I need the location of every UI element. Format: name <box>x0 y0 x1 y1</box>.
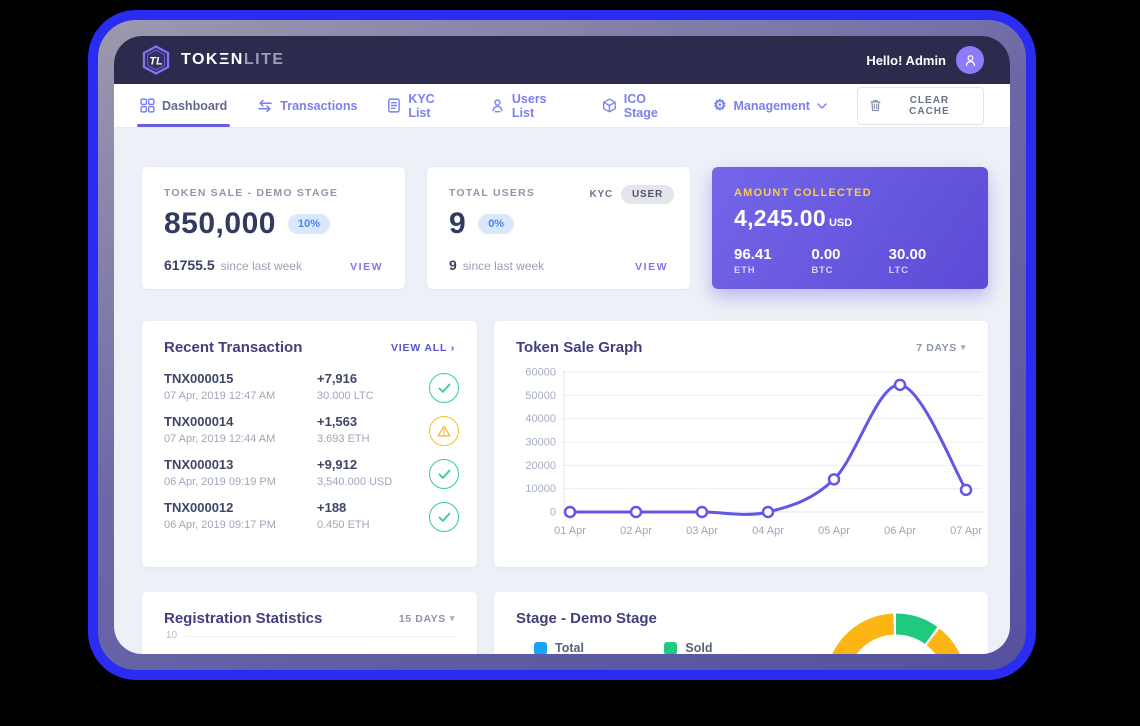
amount-collected-value: 4,245.00 <box>734 205 826 231</box>
token-sale-line-chart: 0 10000 20000 30000 40000 50000 60000 01 Apr 02 … <box>525 367 982 538</box>
token-sale-delta-caption: since last week <box>220 259 302 273</box>
token-sale-badge: 10% <box>287 214 330 234</box>
top-header: TL TOKΞNLITE Hello! Admin <box>114 36 1010 84</box>
toggle-user[interactable]: USER <box>621 185 674 204</box>
svg-text:04 Apr: 04 Apr <box>752 525 784 537</box>
amount-eth: 96.41 ETH <box>734 246 772 276</box>
amount-ltc: 30.00 LTC <box>888 246 927 276</box>
token-sale-delta: 61755.5 <box>164 257 215 273</box>
token-sale-graph-panel: Token Sale Graph 7 DAYS ▾ 0 10000 20000 3000… <box>494 321 988 567</box>
user-avatar[interactable] <box>956 46 984 74</box>
transactions-icon <box>258 99 273 112</box>
nav-tab-dashboard[interactable]: Dashboard <box>136 84 231 127</box>
dashboard-content: TOKEN SALE - DEMO STAGE 850,000 10% 6175… <box>114 128 1010 654</box>
token-sale-view-link[interactable]: VIEW <box>350 261 383 273</box>
legend-total-swatch <box>534 641 547 654</box>
status-success-icon <box>429 459 459 489</box>
toggle-kyc[interactable]: KYC <box>589 189 614 200</box>
svg-text:07 Apr: 07 Apr <box>950 525 982 537</box>
token-sale-graph-title: Token Sale Graph <box>516 339 643 356</box>
tokenlite-hexagon-logo-icon: TL <box>142 45 170 75</box>
nav-tab-transactions[interactable]: Transactions <box>257 84 357 127</box>
kyc-list-icon <box>388 98 401 113</box>
chevron-down-icon <box>817 102 827 109</box>
svg-text:03 Apr: 03 Apr <box>686 525 718 537</box>
graph-range-dropdown[interactable]: 7 DAYS ▾ <box>916 341 966 354</box>
amount-collected-label: AMOUNT COLLECTED <box>734 187 872 199</box>
main-nav: Dashboard Transactions KYC List <box>114 84 1010 128</box>
total-users-delta: 9 <box>449 257 457 273</box>
status-success-icon <box>429 373 459 403</box>
token-sale-label: TOKEN SALE - DEMO STAGE <box>164 187 339 199</box>
transaction-row[interactable]: TNX000015 07 Apr, 2019 12:47 AM +7,916 3… <box>142 360 477 403</box>
total-users-value: 9 <box>449 207 467 240</box>
token-sale-value: 850,000 <box>164 207 276 240</box>
svg-text:20000: 20000 <box>525 460 556 472</box>
total-users-card: TOTAL USERS KYC USER 9 0% 9 since last w… <box>427 167 690 289</box>
users-kyc-toggle: KYC USER <box>589 185 674 204</box>
svg-text:30000: 30000 <box>525 437 556 449</box>
legend-sold: Sold 77,721 * <box>664 641 730 654</box>
clear-cache-button[interactable]: CLEAR CACHE <box>856 86 984 125</box>
token-sale-card: TOKEN SALE - DEMO STAGE 850,000 10% 6175… <box>142 167 405 289</box>
greeting-text: Hello! Admin <box>866 52 946 68</box>
view-all-link[interactable]: VIEW ALL › <box>391 341 455 354</box>
svg-text:10000: 10000 <box>525 483 556 495</box>
svg-text:06 Apr: 06 Apr <box>884 525 916 537</box>
recent-transactions-title: Recent Transaction <box>164 339 303 356</box>
svg-text:60000: 60000 <box>525 367 556 379</box>
nav-tab-kyc-list[interactable]: KYC List <box>387 84 460 127</box>
caret-down-icon: ▾ <box>960 342 966 352</box>
legend-sold-swatch <box>664 641 678 654</box>
trash-icon <box>870 100 881 112</box>
reg-ytick-10: 10 <box>166 630 178 641</box>
users-list-icon <box>492 99 503 113</box>
amount-btc: 0.00 BTC <box>811 246 841 276</box>
dashboard-icon <box>140 98 155 113</box>
registration-statistics-title: Registration Statistics <box>164 610 323 627</box>
nav-tab-ico-stage[interactable]: ICO Stage <box>602 84 683 127</box>
ico-stage-icon <box>602 98 616 113</box>
gear-icon: ⚙ <box>713 97 727 114</box>
status-success-icon <box>429 502 459 532</box>
svg-text:01 Apr: 01 Apr <box>554 525 586 537</box>
brand-wordmark: TOKΞNLITE <box>181 51 285 68</box>
svg-text:40000: 40000 <box>525 413 556 425</box>
stage-demo-panel: Stage - Demo Stage Total 850,000 <box>494 592 988 654</box>
amount-collected-currency: USD <box>828 217 853 229</box>
nav-tab-users-list[interactable]: Users List <box>490 84 572 127</box>
total-users-view-link[interactable]: VIEW <box>635 261 668 273</box>
recent-transactions-panel: Recent Transaction VIEW ALL › TNX000015 … <box>142 321 477 567</box>
app-screen: TL TOKΞNLITE Hello! Admin <box>114 36 1010 654</box>
transaction-row[interactable]: TNX000013 06 Apr, 2019 09:19 PM +9,912 3… <box>142 446 477 489</box>
stage-demo-title: Stage - Demo Stage <box>516 610 657 627</box>
nav-tab-management[interactable]: ⚙ Management <box>713 84 827 127</box>
device-frame: TL TOKΞNLITE Hello! Admin <box>88 10 1036 680</box>
svg-text:50000: 50000 <box>525 390 556 402</box>
transaction-row[interactable]: TNX000012 06 Apr, 2019 09:17 PM +188 0.4… <box>142 489 477 532</box>
total-users-badge: 0% <box>478 214 515 234</box>
legend-total: Total 850,000 <box>534 641 598 654</box>
transaction-row[interactable]: TNX000014 07 Apr, 2019 12:44 AM +1,563 3… <box>142 403 477 446</box>
registration-statistics-panel: Registration Statistics 15 DAYS▾ 10 8 <box>142 592 477 654</box>
stage-donut-chart <box>816 604 976 654</box>
amount-collected-card: AMOUNT COLLECTED 4,245.00 USD 96.41 ETH 0… <box>712 167 988 289</box>
svg-text:0: 0 <box>550 507 556 519</box>
svg-text:05 Apr: 05 Apr <box>818 525 850 537</box>
caret-down-icon: ▾ <box>449 613 455 623</box>
person-icon <box>965 54 975 66</box>
svg-text:02 Apr: 02 Apr <box>620 525 652 537</box>
total-users-label: TOTAL USERS <box>449 187 536 199</box>
total-users-delta-caption: since last week <box>462 259 545 273</box>
gridline <box>186 636 455 637</box>
svg-text:TL: TL <box>149 56 163 68</box>
brand-logo: TL TOKΞNLITE <box>140 44 285 76</box>
registration-range-dropdown[interactable]: 15 DAYS ▾ <box>398 612 455 625</box>
status-warning-icon <box>429 416 459 446</box>
